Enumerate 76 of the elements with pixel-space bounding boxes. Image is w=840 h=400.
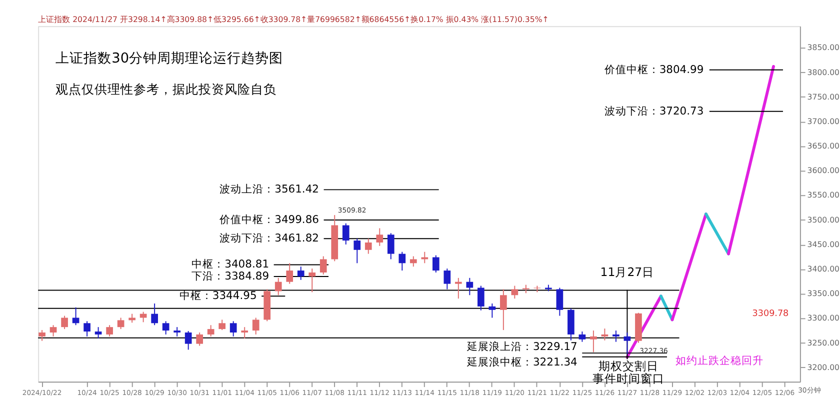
y-tick-label: 3500.00 — [807, 215, 840, 224]
candlestick — [556, 287, 564, 316]
y-tick-label: 3850.00 — [807, 43, 840, 52]
y-tick-label: 3700.00 — [807, 116, 840, 126]
candlestick — [297, 266, 304, 280]
candlestick — [578, 331, 586, 342]
candlestick — [286, 262, 294, 284]
y-tick-label: 3250.00 — [807, 338, 840, 348]
candlestick — [106, 324, 113, 337]
candlestick — [50, 324, 57, 337]
ref-line-label: 波动上沿：3561.42 — [220, 182, 320, 196]
candlestick — [241, 326, 248, 339]
y-tick-label: 3750.00 — [807, 92, 840, 102]
y-tick-label: 3800.00 — [807, 68, 840, 77]
ref-line-label: 下沿：3384.89 — [192, 269, 270, 282]
candlestick — [61, 315, 68, 330]
y-tick-label: 3600.00 — [807, 166, 840, 176]
candlestick — [364, 238, 372, 254]
candlestick — [84, 320, 90, 337]
candlestick — [38, 330, 46, 342]
candlestick — [94, 326, 102, 339]
candlestick — [601, 328, 608, 341]
candlestick — [184, 330, 192, 350]
candlestick — [320, 256, 327, 275]
candlestick — [376, 228, 384, 246]
candlestick — [410, 256, 417, 268]
candlestick — [151, 302, 158, 326]
candlestick — [72, 306, 80, 326]
annotation: 期权交割日 — [598, 358, 658, 373]
candlestick — [511, 285, 518, 300]
annotation: 如约止跌企稳回升 — [675, 354, 764, 368]
candlestick — [252, 317, 260, 335]
ref-line-label: 中枢：3408.81 — [192, 258, 270, 271]
ref-line-label: 延展浪中枢：3221.34 — [466, 356, 578, 369]
text: 观点仅供理性参考，据此投资风险自负 — [56, 82, 277, 97]
ref-line-label: 波动下沿：3720.73 — [604, 104, 704, 118]
y-tick-label: 3450.00 — [807, 240, 840, 249]
candlestick — [162, 320, 170, 335]
candlestick — [454, 277, 462, 300]
candlestick — [308, 268, 316, 293]
y-tick-label: 3300.00 — [807, 314, 840, 323]
y-tick-label: 3550.00 — [807, 190, 840, 200]
candlestick — [218, 319, 226, 331]
ref-line-label: 波动下沿：3461.82 — [220, 232, 320, 245]
candlestick — [466, 277, 474, 296]
text: 上证指数30分钟周期理论运行趋势图 — [56, 50, 284, 66]
candlestick — [274, 277, 282, 296]
ref-line-label: 11月27日 — [600, 265, 654, 280]
ref-line-label: 价值中枢：3804.99 — [603, 62, 704, 76]
annotation: 3309.78 — [752, 309, 789, 320]
candlestick — [432, 254, 440, 273]
candlestick — [354, 238, 361, 264]
candlestick — [398, 251, 406, 272]
candlestick — [117, 317, 124, 330]
candlestick — [590, 330, 597, 353]
y-tick-label: 3350.00 — [807, 289, 840, 298]
candlestick — [478, 285, 484, 311]
y-tick-label: 3200.00 — [807, 362, 840, 372]
candlestick — [342, 222, 350, 245]
candlestick — [230, 320, 237, 337]
text: 上证指数 2024/11/27 开3298.14↑高3309.88↑低3295.66↑收3309.78↑量76996582↑额6864556↑换0.17% 振0.43% 涨(11.57)0.35%↑ — [38, 15, 549, 24]
annotation: 事件时间窗口 — [592, 372, 664, 386]
ref-line-label: 延展浪上沿：3229.17 — [466, 340, 578, 354]
candlestick — [444, 268, 451, 290]
candlestick — [488, 302, 496, 318]
candlestick — [196, 332, 203, 346]
candlestick — [174, 326, 180, 337]
candlestick — [387, 232, 394, 260]
candlestick — [500, 288, 507, 331]
candlestick — [612, 330, 620, 342]
y-tick-label: 3650.00 — [807, 142, 840, 151]
y-tick-label: 3400.00 — [807, 264, 840, 274]
ref-line-label: 中枢：3344.95 — [179, 289, 257, 302]
candlestick — [207, 324, 214, 337]
candlestick — [624, 332, 631, 354]
ref-line-label: 价值中枢：3499.86 — [218, 212, 320, 226]
